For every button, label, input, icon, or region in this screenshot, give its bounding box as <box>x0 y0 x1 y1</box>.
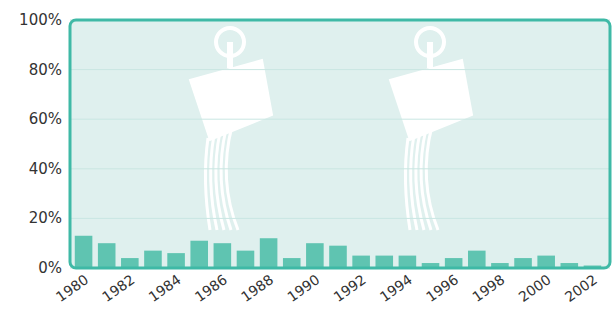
bar <box>352 256 370 268</box>
y-tick-label: 100% <box>19 11 62 29</box>
faucet-icon <box>190 28 272 230</box>
bar <box>190 241 208 268</box>
x-tick-label: 1984 <box>145 271 183 305</box>
bar <box>375 256 393 268</box>
x-tick-label: 1990 <box>284 271 322 305</box>
x-tick-label: 1980 <box>53 271 91 305</box>
bars <box>75 236 601 268</box>
x-tick-label: 2002 <box>562 271 600 305</box>
bar <box>144 251 162 268</box>
y-tick-label: 60% <box>29 110 62 128</box>
bar <box>399 256 417 268</box>
x-tick-label: 1988 <box>238 271 276 305</box>
grid-line <box>70 69 610 70</box>
x-tick-label: 1996 <box>423 271 461 305</box>
x-tick-label: 1998 <box>469 271 507 305</box>
bar <box>214 243 232 268</box>
bar <box>329 246 347 268</box>
bar <box>75 236 93 268</box>
faucet-icon <box>390 28 472 230</box>
grid-line <box>70 119 610 120</box>
y-tick-label: 0% <box>38 259 62 277</box>
bar <box>98 243 116 268</box>
x-tick-label: 1982 <box>99 271 137 305</box>
grid-line <box>70 218 610 219</box>
chart: 0%20%40%60%80%100%1980198219841986198819… <box>0 0 616 328</box>
y-tick-label: 20% <box>29 209 62 227</box>
x-tick-label: 1992 <box>330 271 368 305</box>
x-tick-label: 1986 <box>192 271 230 305</box>
grid-line <box>70 168 610 169</box>
bar <box>260 238 278 268</box>
bar <box>468 251 486 268</box>
x-tick-label: 1994 <box>377 271 415 305</box>
plot-frame <box>70 20 610 268</box>
y-tick-label: 80% <box>29 61 62 79</box>
bar <box>537 256 555 268</box>
bar <box>167 253 185 268</box>
bar <box>237 251 255 268</box>
bar <box>306 243 324 268</box>
plot-background <box>70 20 610 268</box>
y-tick-label: 40% <box>29 160 62 178</box>
x-tick-label: 2000 <box>516 271 554 305</box>
